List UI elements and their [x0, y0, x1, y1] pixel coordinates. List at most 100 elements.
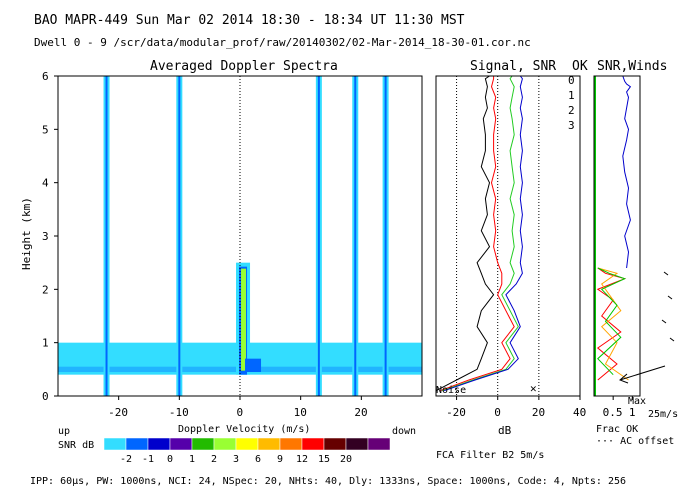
spectra-marks: [58, 76, 422, 396]
spectra-panel-title: Averaged Doppler Spectra: [150, 59, 338, 74]
y-tick-label-1: 1: [42, 337, 49, 350]
signal-x-tick-label-2: 20: [532, 406, 545, 419]
ok-legend-2: 2: [568, 104, 575, 117]
ok-legend-0: 0: [568, 74, 575, 87]
colorbar-swatch-3: [169, 437, 193, 451]
colorbar-label-0: -2: [120, 454, 132, 465]
title-line: BAO MAPR-449 Sun Mar 02 2014 18:30 - 18:…: [34, 13, 465, 28]
y-tick-label-3: 3: [42, 230, 49, 243]
wind-tick-0: [663, 271, 669, 276]
colorbar-label-2: 0: [167, 454, 173, 465]
colorbar-label-7: 9: [277, 454, 283, 465]
colorbar-swatch-5: [213, 437, 237, 451]
y-tick-label-0: 0: [42, 390, 49, 403]
x-tick-label-4: 20: [354, 406, 367, 419]
winds-frame: [593, 75, 641, 397]
colorbar-swatch-6: [235, 437, 259, 451]
y-tick-label-6: 6: [42, 70, 49, 83]
colorbar-swatch-10: [323, 437, 347, 451]
ok-panel-title: OK: [572, 59, 588, 74]
dwell-line: Dwell 0 - 9 /scr/data/modular_prof/raw/2…: [34, 36, 531, 49]
x-tick-label-3: 10: [294, 406, 307, 419]
snr-db-label: SNR dB: [58, 440, 94, 451]
winds-series-frac-ok-1: [597, 267, 629, 381]
max-speed-label: 25m/s: [648, 409, 678, 420]
wind-tick-3: [669, 337, 675, 342]
colorbar-swatch-7: [257, 437, 281, 451]
ok-legend-1: 1: [568, 89, 575, 102]
ac-offset-label: ··· AC offset: [596, 436, 674, 447]
db-axis-label: dB: [498, 424, 512, 437]
colorbar-swatch-2: [147, 437, 171, 451]
signal-x-tick-label-3: 40: [573, 406, 586, 419]
colorbar-swatch-1: [125, 437, 149, 451]
signal-x-tick-label-0: -20: [446, 406, 466, 419]
y-tick-label-5: 5: [42, 123, 49, 136]
down-label: down: [392, 426, 416, 437]
y-axis-label: Height (km): [20, 197, 33, 270]
vertical-band-core-2: [317, 76, 320, 396]
winds-panel: 0.5 1: [593, 75, 675, 419]
signal-marks: [435, 75, 540, 396]
center-echo-core: [241, 268, 247, 371]
signal-series-snr-blue: [444, 75, 523, 392]
signal-panel-title: Signal, SNR: [470, 59, 556, 74]
x-axis-label: Doppler Velocity (m/s): [178, 424, 310, 435]
winds-series-frac-ok-2: [597, 267, 627, 376]
colorbar-swatch-0: [103, 437, 127, 451]
colorbar-label-6: 6: [255, 454, 261, 465]
colorbar-label-5: 3: [233, 454, 239, 465]
spectra-axes: 0 1 2 3 4 5 6 -20 -10 0 10 20: [42, 70, 423, 419]
colorbar-label-10: 20: [340, 454, 352, 465]
signal-series-signal: [435, 75, 495, 392]
colorbar-swatch-4: [191, 437, 215, 451]
y-tick-label-4: 4: [42, 177, 49, 190]
signal-axes: -20 0 20 40: [435, 75, 586, 419]
snr-colorbar: -2 -1 0 1 2 3 6 9 12 15 20: [103, 437, 391, 465]
vertical-band-core-0: [105, 76, 108, 396]
vertical-band-core-3: [354, 76, 357, 396]
up-label: up: [58, 426, 70, 437]
colorbar-label-8: 12: [296, 454, 308, 465]
winds-panel-title: SNR,Winds: [597, 59, 667, 74]
wind-tick-2: [661, 319, 667, 324]
winds-series-wind-speed: [622, 75, 632, 269]
winds-marks: [594, 75, 675, 396]
ok-legend-3: 3: [568, 119, 575, 132]
signal-x-tick-label-1: 0: [494, 406, 501, 419]
colorbar-label-9: 15: [318, 454, 330, 465]
colorbar-label-4: 2: [211, 454, 217, 465]
colorbar-swatch-9: [301, 437, 325, 451]
vertical-band-core-4: [384, 76, 387, 396]
frac-ok-label: Frac OK: [596, 424, 638, 435]
vertical-band-core-1: [178, 76, 181, 396]
noise-label: Noise: [436, 385, 466, 396]
colorbar-swatch-8: [279, 437, 303, 451]
x-tick-label-0: -20: [108, 406, 128, 419]
colorbar-swatch-12: [367, 437, 391, 451]
x-tick-label-2: 0: [237, 406, 244, 419]
colorbar-label-3: 1: [189, 454, 195, 465]
signal-panel: -20 0 20 40: [435, 75, 586, 419]
wind-tick-1: [667, 295, 673, 300]
winds-x-tick-label-0: 0.5: [603, 406, 623, 419]
winds-axes: 0.5 1: [593, 75, 641, 419]
colorbar-label-1: -1: [142, 454, 154, 465]
colorbar-swatch-11: [345, 437, 369, 451]
footer-params: IPP: 60µs, PW: 1000ns, NCI: 24, NSpec: 2…: [30, 476, 626, 487]
center-echo-tail: [245, 358, 262, 372]
wind-arrow: [619, 365, 666, 384]
max-label: Max: [628, 396, 646, 407]
signal-frame: [435, 75, 581, 397]
signal-series-snr-green: [442, 75, 519, 392]
spectra-panel: 0 1 2 3 4 5 6 -20 -10 0 10 20: [42, 70, 423, 419]
signal-series-snr-red: [439, 76, 515, 392]
snr-cross-marker: ✕: [530, 382, 537, 395]
x-tick-label-1: -10: [169, 406, 189, 419]
winds-series-frac-ok-0: [596, 267, 627, 381]
filter-label: FCA Filter B2 5m/s: [436, 450, 544, 461]
y-tick-label-2: 2: [42, 283, 49, 296]
winds-x-tick-label-1: 1: [629, 406, 636, 419]
